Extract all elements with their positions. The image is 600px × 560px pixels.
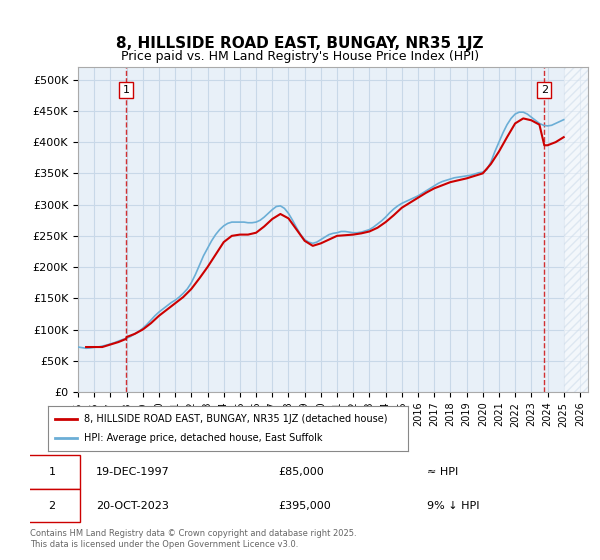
FancyBboxPatch shape bbox=[25, 455, 80, 489]
FancyBboxPatch shape bbox=[25, 489, 80, 522]
Text: 8, HILLSIDE ROAD EAST, BUNGAY, NR35 1JZ (detached house): 8, HILLSIDE ROAD EAST, BUNGAY, NR35 1JZ … bbox=[84, 413, 388, 423]
Text: Contains HM Land Registry data © Crown copyright and database right 2025.
This d: Contains HM Land Registry data © Crown c… bbox=[30, 529, 356, 549]
Text: 2: 2 bbox=[541, 85, 548, 95]
Text: Price paid vs. HM Land Registry's House Price Index (HPI): Price paid vs. HM Land Registry's House … bbox=[121, 50, 479, 63]
Text: 1: 1 bbox=[49, 467, 56, 477]
Text: 9% ↓ HPI: 9% ↓ HPI bbox=[427, 501, 480, 511]
Text: 19-DEC-1997: 19-DEC-1997 bbox=[96, 467, 170, 477]
Text: ≈ HPI: ≈ HPI bbox=[427, 467, 458, 477]
Text: £85,000: £85,000 bbox=[278, 467, 324, 477]
Text: 2: 2 bbox=[49, 501, 56, 511]
Text: 8, HILLSIDE ROAD EAST, BUNGAY, NR35 1JZ: 8, HILLSIDE ROAD EAST, BUNGAY, NR35 1JZ bbox=[116, 36, 484, 52]
Text: £395,000: £395,000 bbox=[278, 501, 331, 511]
Text: 20-OCT-2023: 20-OCT-2023 bbox=[96, 501, 169, 511]
Text: 1: 1 bbox=[122, 85, 130, 95]
Text: HPI: Average price, detached house, East Suffolk: HPI: Average price, detached house, East… bbox=[84, 433, 323, 444]
